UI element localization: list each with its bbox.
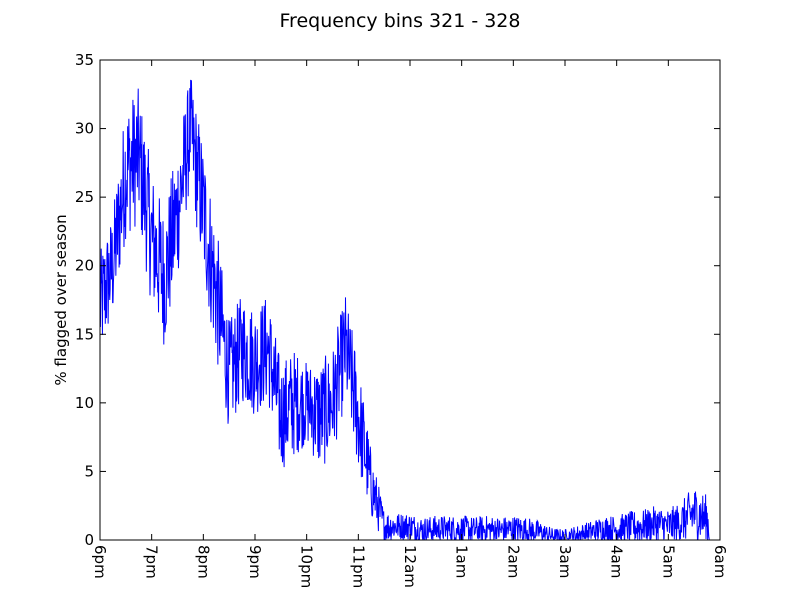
x-tick-label: 6pm: [91, 545, 109, 579]
x-tick-label: 11pm: [349, 545, 367, 588]
x-tick-label: 2am: [504, 545, 522, 578]
x-tick-label: 9pm: [246, 545, 264, 579]
x-tick-label: 12am: [401, 545, 419, 588]
x-tick-label: 4am: [608, 545, 626, 578]
y-tick-label: 10: [75, 394, 94, 412]
y-tick-label: 5: [84, 462, 94, 480]
x-tick-label: 1am: [453, 545, 471, 578]
y-tick-label: 20: [75, 257, 94, 275]
chart-title: Frequency bins 321 - 328: [280, 10, 521, 32]
axis-ticks: 0 5 10 15 20 25 30 35 6pm 7pm 8pm 9pm 10pm 11pm 12am 1a…: [75, 51, 729, 588]
series-line: [100, 79, 710, 540]
x-tick-label: 10pm: [298, 545, 316, 588]
y-tick-label: 25: [75, 188, 94, 206]
y-tick-label: 15: [75, 325, 94, 343]
plot-area: [100, 79, 710, 540]
x-tick-label: 6am: [711, 545, 729, 578]
x-tick-label: 8pm: [194, 545, 212, 579]
plot-frame: [99, 59, 721, 541]
y-axis-label: % flagged over season: [52, 214, 70, 385]
y-tick-label: 35: [75, 51, 94, 69]
x-tick-label: 3am: [556, 545, 574, 578]
x-tick-label: 5am: [659, 545, 677, 578]
x-tick-label: 7pm: [143, 545, 161, 579]
y-tick-label: 30: [75, 120, 94, 138]
y-tick-label: 0: [84, 531, 94, 549]
